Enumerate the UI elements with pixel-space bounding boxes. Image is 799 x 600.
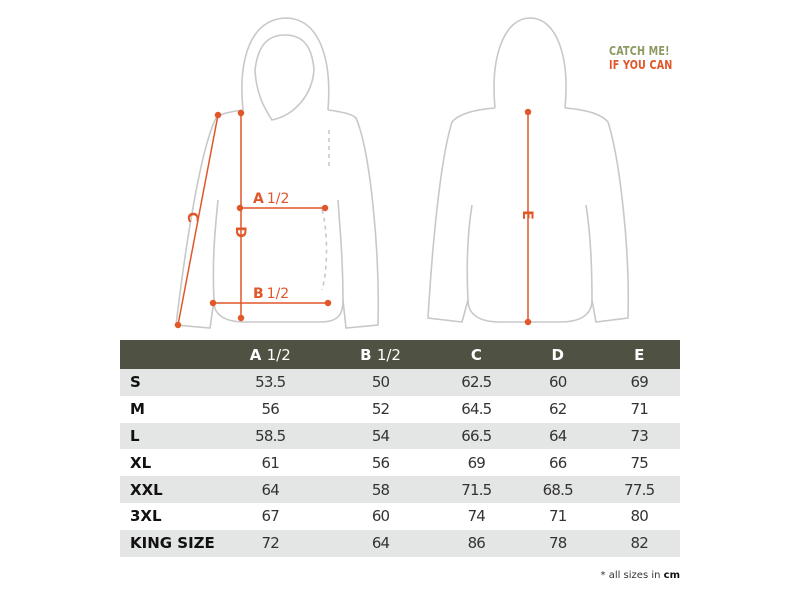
size-label: L [130,426,140,445]
table-row: KING SIZE 72 64 86 78 82 [120,529,680,557]
measurement-cell: 66.5 [461,426,492,445]
measurement-cell: 75 [630,453,649,472]
measurement-cell: 60 [371,507,390,526]
table-row: S 53.5 50 62.5 60 69 [120,369,680,396]
measurement-cell: 71.5 [461,480,492,499]
size-label: KING SIZE [130,534,215,553]
hoodie-diagrams: A 1/2 B 1/2 D C E [174,17,630,329]
measurement-cell: 69 [467,453,486,472]
label-b: B 1/2 [253,286,289,302]
front-measurements [174,109,332,329]
back-measurements [524,108,532,326]
header-size [120,340,215,369]
measurement-cell: 68.5 [542,480,574,499]
measurement-cell: 71 [630,400,649,419]
measurement-cell: 61 [261,453,280,472]
measurement-cell: 62 [549,400,567,419]
measurement-cell: 64 [371,534,390,553]
table-row: XL 61 56 69 66 75 [120,449,680,476]
measurement-cell: 69 [630,373,649,392]
measurement-cell: 71 [549,507,567,526]
measurement-cell: 82 [630,534,649,553]
label-a: A 1/2 [253,191,289,207]
size-table: A 1/2 B 1/2 C D E S 53.5 50 62.5 60 69 M 56 52 64… [120,340,680,557]
measurement-cell: 64.5 [461,400,492,419]
measurement-cell: 80 [630,507,649,526]
size-label: S [130,373,141,392]
measurement-cell: 54 [371,426,390,445]
measurement-cell: 73 [630,426,649,445]
measurement-cell: 60 [549,373,567,392]
measurement-cell: 64 [549,426,567,445]
label-e: E [519,210,535,220]
measurement-cell: 58.5 [255,426,286,445]
table-row: 3XL 67 60 74 71 80 [120,503,680,530]
header-c: C [470,345,482,364]
measurement-cell: 66 [549,453,567,472]
measurement-cell: 56 [371,453,390,472]
header-d: D [551,345,564,364]
measurement-cell: 62.5 [461,373,492,392]
measurement-cell: 56 [261,400,280,419]
size-label: XXL [130,480,163,499]
header-b: B 1/2 [360,345,401,364]
header-a: A 1/2 [249,345,291,364]
size-label: 3XL [130,507,162,526]
measurement-cell: 77.5 [624,480,655,499]
table-header-row: A 1/2 B 1/2 C D E [120,340,680,369]
units-note: * all sizes in cm [600,570,680,581]
front-hoodie-outline [175,17,380,329]
measurement-cell: 86 [467,534,486,553]
measurement-cell: 72 [261,534,280,553]
size-label: M [130,400,145,419]
measurement-cell: 78 [549,534,567,553]
measurement-cell: 58 [371,480,390,499]
label-c: C [183,211,201,224]
measurement-cell: 64 [261,480,280,499]
brand-logo: CATCH ME! IF YOU CAN [609,44,673,72]
table-row: L 58.5 54 66.5 64 73 [120,422,680,450]
measurement-cell: 74 [467,507,486,526]
table-row: M 56 52 64.5 62 71 [120,396,680,423]
measurement-cell: 67 [261,507,280,526]
table-row: XXL 64 58 71.5 68.5 77.5 [120,476,680,503]
size-label: XL [130,453,152,472]
header-e: E [634,345,645,364]
measurement-cell: 52 [371,400,390,419]
label-d: D [232,226,248,238]
logo-line-1: CATCH ME! [609,44,670,58]
logo-line-2: IF YOU CAN [609,58,673,72]
measurement-cell: 50 [371,373,390,392]
measurement-cell: 53.5 [255,373,286,392]
